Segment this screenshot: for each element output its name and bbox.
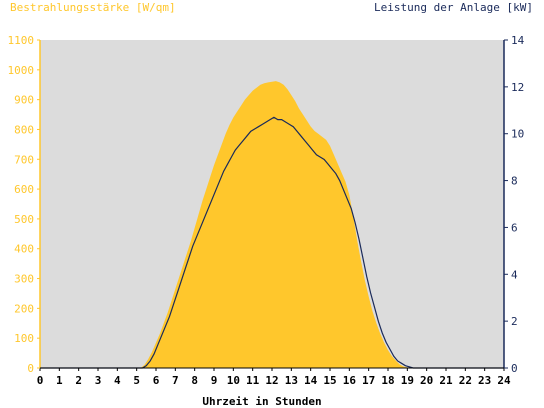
x-tick-label: 24 [497,374,511,387]
left-axis-title: Bestrahlungsstärke [W/qm] [10,1,176,14]
right-y-tick-label: 8 [511,175,518,188]
x-tick-label: 18 [381,374,394,387]
left-y-tick-label: 500 [14,213,34,226]
left-y-tick-label: 0 [27,362,34,375]
series-layer [40,81,504,369]
right-y-tick-label: 14 [511,34,525,47]
x-tick-label: 4 [114,374,121,387]
x-tick-label: 3 [95,374,102,387]
left-y-tick-label: 600 [14,183,34,196]
left-y-tick-label: 900 [14,94,34,107]
left-y-tick-labels: 0 100 200 300 400 500 600 700 800 900 1000 1100 [8,34,35,375]
left-y-tick-label: 700 [14,153,34,166]
right-y-tick-label: 10 [511,128,524,141]
x-tick-label: 19 [401,374,414,387]
left-y-tick-label: 1000 [8,64,35,77]
left-y-tick-label: 1100 [8,34,35,47]
x-tick-label: 23 [478,374,491,387]
x-tick-label: 16 [343,374,357,387]
right-y-tick-label: 2 [511,315,518,328]
x-tick-label: 11 [246,374,260,387]
x-tick-label: 14 [304,374,318,387]
x-tick-label: 15 [323,374,336,387]
x-tick-label: 7 [172,374,179,387]
left-y-tick-label: 800 [14,123,34,136]
right-y-tick-label: 4 [511,268,518,281]
x-tick-label: 6 [153,374,160,387]
left-y-tick-label: 100 [14,332,34,345]
x-tick-label: 1 [56,374,63,387]
power-line [40,116,504,369]
right-y-tick-label: 6 [511,221,518,234]
x-tick-label: 21 [439,374,453,387]
right-y-tick-labels: 0 2 4 6 8 10 12 14 [511,34,525,375]
axes-layer [37,39,508,371]
left-y-tick-label: 400 [14,243,34,256]
left-y-tick-label: 200 [14,302,34,315]
x-axis-label: Uhrzeit in Stunden [202,395,321,408]
x-tick-label: 22 [459,374,472,387]
x-tick-label: 13 [285,374,298,387]
x-tick-label: 17 [362,374,375,387]
right-y-tick-label: 0 [511,362,518,375]
left-y-tick-label: 300 [14,273,34,286]
irradiance-area [40,81,504,369]
right-y-tick-label: 12 [511,81,524,94]
x-tick-label: 12 [265,374,278,387]
x-tick-label: 0 [37,374,44,387]
x-tick-label: 8 [191,374,198,387]
x-tick-label: 2 [75,374,82,387]
x-tick-label: 20 [420,374,433,387]
right-axis-title: Leistung der Anlage [kW] [374,1,533,14]
x-tick-labels: 0 1 2 3 4 5 6 7 8 9 10 11 12 13 14 15 16 17 18 19 20 21 22 23 24 [37,374,511,387]
x-tick-label: 5 [133,374,140,387]
x-tick-label: 9 [211,374,218,387]
x-tick-label: 10 [227,374,240,387]
